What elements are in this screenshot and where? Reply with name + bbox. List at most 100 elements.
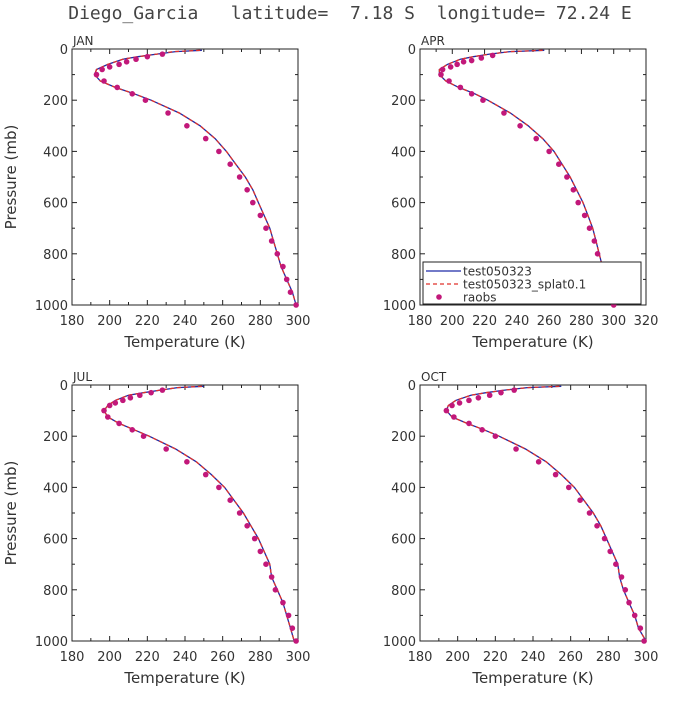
raobs-point [263, 561, 269, 567]
raobs-point [114, 84, 120, 91]
legend-box [422, 261, 642, 305]
raobs-point [129, 427, 136, 433]
raobs-point [227, 161, 233, 167]
raobs-point [533, 135, 540, 142]
raobs-point [565, 484, 572, 491]
raobs-point [287, 289, 294, 296]
legend-label: test050323_splat0.1 [463, 278, 586, 292]
raobs-point [447, 64, 454, 70]
raobs-point [466, 397, 472, 404]
y-tick-label: 200 [391, 430, 416, 445]
x-tick-label: 200 [97, 314, 122, 329]
panel-jan: JAN 180 200 220 240 260 280 300 0 200 400 600 800 100… [2, 34, 310, 351]
x-tick-label: 240 [173, 650, 198, 665]
raobs-point [101, 407, 107, 414]
raobs-point [202, 471, 209, 478]
raobs-point [159, 51, 166, 57]
y-tick-label: 200 [43, 430, 68, 445]
series-test050323-splat0-1-line [445, 385, 647, 642]
raobs-point [244, 187, 250, 193]
raobs-point [613, 561, 619, 567]
x-tick-label: 180 [60, 650, 85, 665]
raobs-point [101, 78, 107, 84]
raobs-point [129, 91, 136, 97]
y-tick-label: 800 [391, 584, 416, 599]
y-tick-label: 0 [60, 379, 68, 394]
raobs-point [446, 78, 452, 84]
raobs-point [501, 110, 507, 116]
figure-title: Diego_Garcia latitude= 7.18 S longitude=… [68, 3, 632, 24]
y-axis-label: Pressure (mb) [2, 461, 20, 566]
raobs-point [546, 148, 552, 155]
raobs-point [451, 414, 457, 420]
raobs-point [439, 66, 446, 73]
raobs-point [594, 251, 601, 257]
raobs-point [535, 459, 542, 465]
x-axis-label: Temperature (K) [471, 669, 593, 687]
y-tick-label: 200 [43, 94, 68, 109]
raobs-point [251, 535, 258, 542]
raobs-point [489, 52, 496, 59]
raobs-point [293, 302, 299, 308]
x-tick-label: 300 [286, 650, 311, 665]
x-tick-label: 300 [601, 314, 626, 329]
series-raobs [101, 387, 299, 644]
legend-label: test050323 [463, 265, 532, 279]
x-tick-label: 260 [558, 650, 583, 665]
raobs-point [570, 187, 577, 193]
raobs-point [137, 392, 143, 399]
raobs-point [591, 238, 598, 244]
raobs-point [142, 97, 149, 103]
raobs-point [274, 251, 281, 257]
panel-title: OCT [421, 370, 447, 384]
raobs-point [165, 110, 171, 116]
raobs-point [492, 433, 499, 440]
raobs-point [104, 414, 111, 420]
series-test050323-splat0-1-line [93, 49, 297, 306]
raobs-point [478, 55, 485, 61]
raobs-point [637, 625, 644, 631]
raobs-point [272, 587, 279, 593]
raobs-point [285, 612, 292, 619]
raobs-point [268, 238, 275, 244]
raobs-point [202, 135, 209, 142]
raobs-point [443, 407, 450, 414]
raobs-point [120, 397, 126, 404]
raobs-point [116, 61, 122, 68]
y-tick-label: 800 [43, 584, 68, 599]
raobs-point [268, 574, 275, 580]
x-axis-label: Temperature (K) [471, 333, 593, 351]
legend-marker [436, 294, 442, 300]
x-axis-label: Temperature (K) [123, 333, 245, 351]
raobs-point [123, 59, 130, 65]
raobs-point [454, 61, 460, 68]
x-tick-label: 260 [537, 314, 562, 329]
raobs-point [250, 199, 256, 206]
raobs-point [586, 510, 593, 516]
raobs-point [577, 497, 583, 504]
raobs-point [127, 395, 134, 401]
raobs-point [116, 420, 122, 427]
raobs-point [280, 263, 286, 270]
raobs-point [93, 71, 100, 78]
panel-title: JAN [72, 34, 94, 48]
panel-jul: JUL 180 200 220 240 260 280 300 0 200 400 600 800 100… [2, 370, 310, 687]
raobs-point [106, 64, 113, 70]
raobs-point [456, 400, 463, 406]
panel-oct: OCT 180 200 220 240 260 280 300 0 200 400 600 800 100… [383, 370, 659, 687]
x-tick-label: 220 [472, 314, 497, 329]
raobs-point [163, 446, 169, 452]
raobs-point [112, 400, 119, 406]
raobs-point [184, 459, 190, 465]
raobs-point [457, 84, 464, 91]
raobs-point [466, 420, 472, 427]
legend-item: raobs [436, 291, 497, 305]
raobs-point [257, 548, 264, 555]
raobs-point [564, 174, 570, 180]
raobs-point [575, 199, 581, 206]
plot-frame [419, 384, 647, 642]
series-test050323-splat0-1-line [438, 49, 616, 306]
x-tick-label: 260 [210, 650, 235, 665]
raobs-point [498, 389, 504, 396]
